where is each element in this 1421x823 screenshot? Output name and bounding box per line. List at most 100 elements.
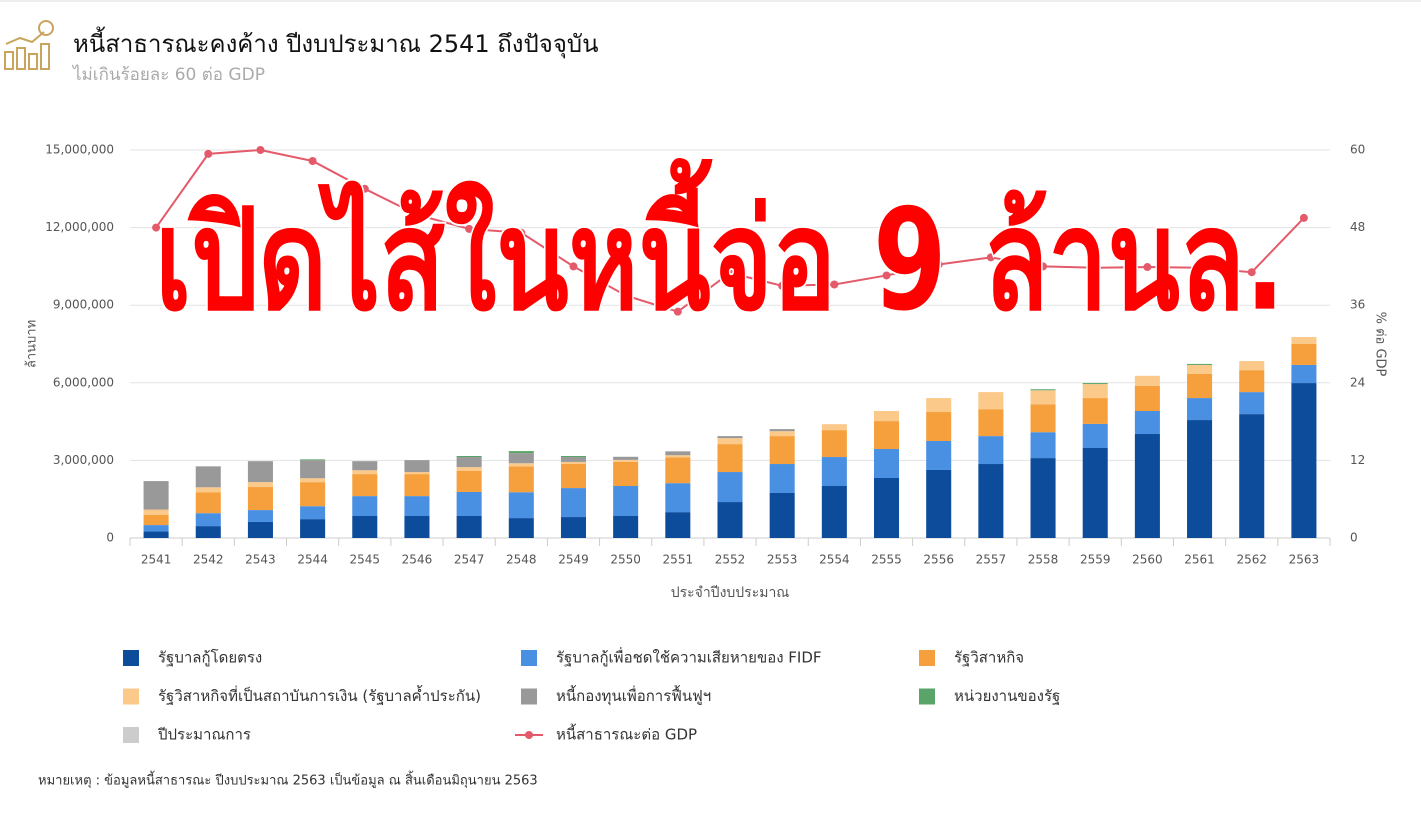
bar-segment [1239,361,1265,371]
bar-segment [717,438,743,445]
bar-segment [247,487,273,511]
bar-segment [926,469,952,538]
legend-swatch [123,650,139,666]
bar-segment [143,509,169,515]
bar-segment [665,451,691,456]
bar-segment [665,483,691,513]
bar-segment [300,482,326,507]
x-tick-label: 2551 [663,553,694,567]
bar-segment [143,531,169,538]
bar-segment [247,521,273,538]
note: หมายเหตุ : ข้อมูลหนี้สาธารณะ ปีงบประมาณ … [38,771,538,789]
line-point [986,253,995,262]
bar-segment [352,461,378,471]
bar-segment [508,463,534,467]
line-point [1195,263,1204,272]
y2-tick-label: 12 [1350,453,1365,467]
bar-segment [1030,390,1056,405]
line-point [621,291,630,300]
plot: 0 3,000,000 6,000,000 9,000,000 12,000,000 15… [45,143,1365,567]
bar-segment [560,464,586,489]
bar-segment [456,516,482,538]
x-tick-label: 2554 [819,553,850,567]
bar-segment [456,467,482,472]
x-tick-label: 2541 [141,553,172,567]
legend-label: รัฐวิสาหกิจ [954,649,1024,667]
bar-segment [195,466,221,488]
bar-segment [769,431,795,437]
y-tick-label: 12,000,000 [45,220,114,234]
bar-segment [717,444,743,473]
x-tick-label: 2542 [193,553,224,567]
line-point [569,262,578,271]
bar-segment [560,456,586,458]
bar-segment [1082,423,1108,448]
bar-segment [560,461,586,465]
bar-segment [508,466,534,493]
x-tick-label: 2553 [767,553,798,567]
bar-segment [560,457,586,462]
bar-segment [508,518,534,538]
bar-segment [560,488,586,518]
x-axis-title: ประจำปีงบประมาณ [671,585,790,601]
bar-segment [143,481,169,510]
bar-segment [247,482,273,488]
legend-swatch [123,727,139,743]
x-tick-label: 2546 [402,553,433,567]
bar-segment [1187,364,1213,375]
y-tick-label: 3,000,000 [53,453,114,467]
bar-segment [665,457,691,484]
x-tick-label: 2559 [1080,553,1111,567]
x-tick-label: 2561 [1184,553,1215,567]
x-tick-label: 2552 [715,553,746,567]
bar-segment [1082,447,1108,538]
bar-segment [456,471,482,492]
line-point [517,228,526,237]
x-tick-label: 2550 [610,553,641,567]
title: หนี้สาธารณะคงค้าง ปีงบประมาณ 2541 ถึงปัจ… [73,26,599,59]
bar-segment [143,525,169,532]
bar-segment [195,492,221,514]
bar-segment [508,451,534,454]
line-point [1143,263,1152,272]
bar-segment [613,461,639,487]
bar-segment [300,460,326,479]
y2-tick-label: 24 [1350,375,1365,389]
x-tick-label: 2547 [454,553,485,567]
legend: รัฐบาลกู้โดยตรง รัฐบาลกู้เพื่อชดใช้ความเส… [123,647,1060,744]
x-tick-label: 2543 [245,553,276,567]
bar-segment [1134,434,1160,538]
bar-segment [300,506,326,520]
headline-annotation: เปิดไส้ในหนี้จ่อ 9 ล้านล. [155,158,1285,343]
bar-segment [1187,374,1213,399]
bar-segment [300,478,326,483]
line-point [830,280,839,289]
bar-segment [1030,458,1056,538]
bar-segment [1239,414,1265,538]
y2-tick-label: 60 [1350,143,1365,157]
y2-tick-label: 48 [1350,220,1365,234]
line-point [934,260,943,269]
bar-segment [456,491,482,517]
bar-segment [247,510,273,522]
line-point [412,210,421,219]
bar-segment [1291,383,1317,538]
legend-label: หน่วยงานของรัฐ [954,687,1060,705]
bar-segment [874,449,900,478]
legend-label: รัฐวิสาหกิจที่เป็นสถาบันการเงิน (รัฐบาลค… [158,685,481,705]
bar-segment [978,436,1004,465]
line-point [465,224,474,233]
bar-segment [821,424,847,431]
x-tick-label: 2556 [923,553,954,567]
bar-segment [143,514,169,526]
bar-segment [1187,363,1213,365]
legend-swatch [521,650,537,666]
line-point [1091,263,1100,272]
bar-segment [613,516,639,538]
x-tick-label: 2545 [350,553,381,567]
x-tick-label: 2549 [558,553,589,567]
y2-tick-label: 36 [1350,298,1365,312]
bar-segment [978,409,1004,437]
x-tick-label: 2558 [1028,553,1059,567]
bar-segment [1082,383,1108,385]
